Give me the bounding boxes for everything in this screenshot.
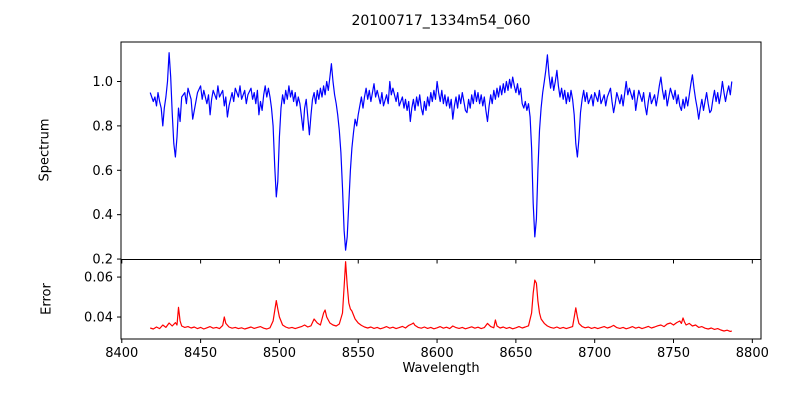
- x-tick-label: 8750: [657, 346, 690, 361]
- x-tick-label: 8700: [578, 346, 611, 361]
- error-panel-frame: [120, 259, 762, 340]
- spectrum-y-tick-label: 1.0: [92, 75, 113, 90]
- x-axis-label: Wavelength: [402, 361, 480, 376]
- error-y-tick-label: 0.04: [84, 311, 113, 326]
- x-tick-label: 8450: [184, 346, 217, 361]
- plot-title: 20100717_1334m54_060: [351, 13, 531, 29]
- error-line: [150, 261, 732, 332]
- x-tick-label: 8550: [342, 346, 375, 361]
- error-y-tick-label: 0.06: [84, 271, 113, 286]
- spectrum-y-tick-label: 0.4: [92, 208, 113, 223]
- spectrum-y-tick-label: 0.2: [92, 253, 113, 268]
- x-tick-label: 8600: [421, 346, 454, 361]
- x-tick-label: 8400: [105, 346, 138, 361]
- spectrum-y-tick-label: 0.8: [92, 119, 113, 134]
- x-tick-label: 8650: [499, 346, 532, 361]
- spectrum-panel-frame: [120, 41, 762, 260]
- spectrum-y-tick-label: 0.6: [92, 164, 113, 179]
- x-tick-label: 8500: [263, 346, 296, 361]
- x-tick-label: 8800: [736, 346, 769, 361]
- spectrum-line: [149, 52, 733, 251]
